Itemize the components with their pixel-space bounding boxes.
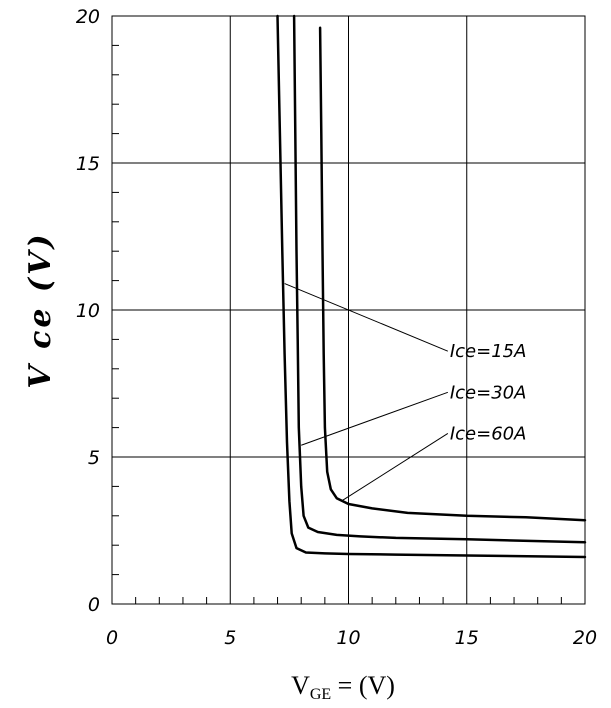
x-tick-label-15: 15 [455,627,479,649]
tick-labels: 0 5 10 15 20 0 5 10 15 20 [76,6,597,649]
x-axis-label-rest: = (V) [331,671,395,700]
y-tick-label-0: 0 [88,594,100,616]
x-tick-label-10: 10 [336,627,360,649]
x-axis-label: VGE = (V) [291,671,395,703]
y-tick-label-5: 5 [88,447,100,469]
annotations: Ice=15A Ice=30A Ice=60A [284,283,527,502]
series-label-1: Ice=15A [450,341,527,362]
x-tick-label-5: 5 [224,627,236,649]
series-label-2: Ice=30A [450,382,527,403]
series-lines [276,14,587,559]
leader-line-3 [341,433,449,502]
y-tick-label-10: 10 [76,300,100,322]
x-axis-label-sub: GE [310,686,331,703]
series-line-2 [292,14,587,544]
series-line-3 [318,26,587,522]
minor-ticks [112,44,562,604]
leader-line-1 [284,283,449,352]
y-axis-label: V ce (V) [23,231,58,388]
series-line-1 [276,14,587,559]
y-tick-label-20: 20 [76,6,100,28]
series-label-3: Ice=60A [450,423,527,444]
x-tick-label-20: 20 [573,627,597,649]
y-tick-label-15: 15 [76,153,100,175]
x-axis-label-main: V [291,671,310,700]
x-tick-label-0: 0 [106,627,118,649]
grid [111,15,586,605]
leader-line-2 [301,391,448,446]
